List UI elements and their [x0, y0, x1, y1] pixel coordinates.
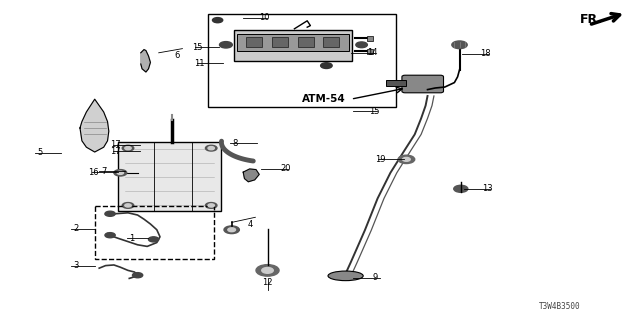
Bar [234, 30, 352, 61]
Text: 13: 13 [482, 184, 493, 193]
Ellipse shape [328, 271, 364, 281]
Text: T3W4B3500: T3W4B3500 [539, 302, 581, 311]
Circle shape [122, 145, 134, 151]
Bar [298, 37, 314, 47]
Text: ATM-54: ATM-54 [302, 94, 346, 104]
Circle shape [148, 237, 159, 242]
Text: 2: 2 [74, 224, 79, 233]
Circle shape [114, 170, 127, 176]
Bar [246, 37, 262, 47]
Circle shape [454, 185, 468, 192]
Circle shape [205, 145, 217, 151]
Text: FR.: FR. [580, 13, 603, 26]
Bar [323, 37, 339, 47]
Circle shape [205, 203, 217, 208]
Circle shape [212, 18, 223, 23]
Text: 4: 4 [248, 220, 253, 229]
Text: 3: 3 [74, 261, 79, 270]
Circle shape [256, 265, 279, 276]
Text: 17: 17 [109, 147, 120, 156]
Circle shape [208, 204, 214, 207]
Circle shape [208, 147, 214, 150]
Polygon shape [243, 169, 259, 182]
Bar [208, 14, 396, 107]
Bar [386, 80, 406, 86]
Polygon shape [141, 50, 150, 72]
Bar [118, 142, 221, 211]
Circle shape [452, 41, 467, 49]
Text: 12: 12 [262, 278, 273, 287]
Circle shape [105, 211, 115, 216]
Text: 19: 19 [375, 155, 385, 164]
Circle shape [125, 147, 131, 150]
Circle shape [356, 42, 367, 48]
Bar [367, 49, 373, 54]
Polygon shape [80, 99, 109, 152]
Bar [367, 36, 373, 41]
Text: 5: 5 [38, 148, 43, 157]
Text: 1: 1 [129, 234, 134, 243]
Text: 20: 20 [280, 164, 291, 173]
Circle shape [220, 42, 232, 48]
Text: 6: 6 [175, 51, 180, 60]
Circle shape [398, 155, 415, 164]
Circle shape [132, 273, 143, 278]
Text: 17: 17 [109, 140, 120, 149]
Text: 15: 15 [369, 107, 380, 116]
Text: 16: 16 [88, 168, 99, 177]
Circle shape [228, 228, 236, 232]
FancyBboxPatch shape [402, 75, 444, 93]
Circle shape [122, 203, 134, 208]
Circle shape [117, 171, 124, 174]
Bar [272, 37, 288, 47]
Text: 18: 18 [480, 49, 491, 58]
Circle shape [125, 204, 131, 207]
Circle shape [321, 63, 332, 68]
Circle shape [403, 157, 410, 161]
Bar [237, 34, 349, 51]
Text: 11: 11 [195, 59, 205, 68]
Text: 7: 7 [102, 167, 107, 176]
Text: 8: 8 [233, 139, 238, 148]
Circle shape [262, 268, 273, 273]
Text: 10: 10 [259, 13, 269, 22]
Text: 15: 15 [193, 43, 203, 52]
Circle shape [224, 226, 239, 234]
Bar [95, 206, 214, 259]
Text: 9: 9 [372, 273, 378, 282]
Text: 14: 14 [367, 48, 377, 57]
Circle shape [105, 233, 115, 238]
